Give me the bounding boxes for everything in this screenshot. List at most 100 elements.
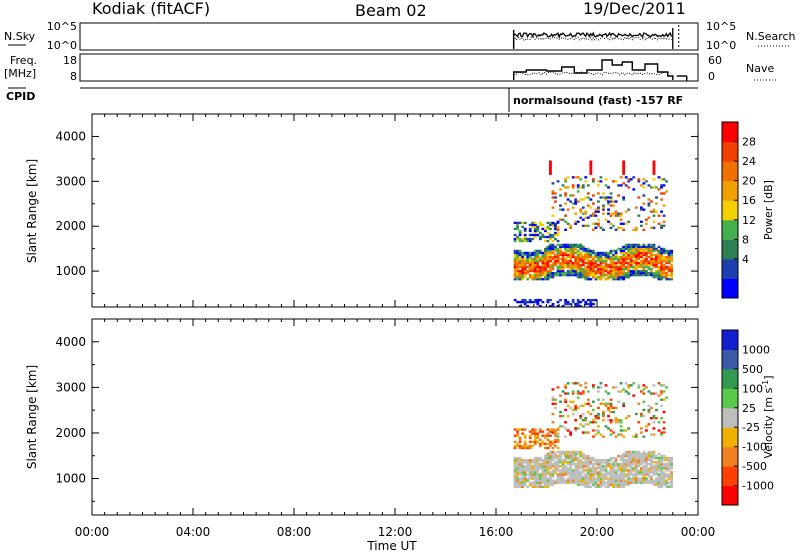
velocity-cell (586, 473, 590, 476)
power-cell (538, 274, 542, 277)
velocity-cell (576, 460, 580, 464)
power-cell (564, 245, 567, 249)
velocity-cell (516, 444, 520, 448)
power-cell (614, 228, 618, 231)
velocity-cell (634, 471, 638, 474)
velocity-cell (599, 475, 603, 478)
power-cell (533, 267, 537, 271)
velocity-cell (574, 406, 578, 410)
power-cell (556, 231, 560, 235)
power-cell (629, 257, 633, 261)
power-cell (632, 269, 636, 273)
velocity-cell (551, 440, 555, 444)
power-cell (639, 253, 643, 257)
velocity-cell (536, 469, 540, 472)
power-cell (629, 261, 633, 265)
velocity-cell (564, 458, 567, 462)
power-cell (617, 276, 621, 279)
velocity-cell (612, 485, 615, 488)
cpid-row: CPID normalsound (fast) -157 RF (6, 87, 698, 112)
power-cell (642, 269, 646, 273)
power-cell (531, 259, 535, 263)
velocity-cell (642, 471, 646, 474)
velocity-cell (589, 404, 593, 408)
velocity-cell (655, 463, 658, 466)
power-cell (523, 271, 527, 275)
velocity-cell (660, 479, 663, 482)
velocity-cell (556, 433, 560, 436)
velocity-cell (543, 473, 547, 476)
velocity-cell (576, 390, 580, 393)
power-cell (564, 194, 567, 197)
velocity-cell (614, 469, 618, 472)
velocity-cell (569, 433, 573, 436)
power-cell (518, 304, 522, 308)
velocity-cell (516, 434, 520, 437)
velocity-cell (538, 483, 542, 486)
velocity-cell (551, 428, 555, 431)
power-cell (586, 269, 590, 273)
velocity-cell (637, 421, 641, 424)
power-cell (536, 302, 540, 306)
velocity-cell (589, 458, 593, 462)
power-cell (639, 259, 643, 263)
velocity-cell (652, 450, 656, 454)
power-cell (538, 278, 542, 281)
power-cell (657, 253, 661, 257)
power-cell (655, 265, 658, 269)
power-cell (586, 263, 590, 267)
power-cell (589, 166, 593, 169)
velocity-cell (549, 481, 552, 484)
power-cell (599, 176, 603, 179)
velocity-cell (586, 390, 590, 393)
velocity-cell (584, 458, 588, 462)
velocity-cell (597, 477, 600, 480)
velocity-cell (516, 471, 520, 474)
velocity-cell (586, 410, 590, 414)
power-cell (549, 259, 552, 263)
velocity-cell (652, 479, 656, 482)
velocity-cell (584, 386, 588, 389)
velocity-cell (657, 463, 661, 466)
noise-right-tick-top: 10^5 (706, 20, 736, 33)
velocity-cell (594, 433, 598, 436)
velocity-cell (632, 481, 636, 484)
velocity-cell (586, 471, 590, 474)
power-cell (667, 265, 671, 269)
velocity-cell (569, 460, 573, 464)
power-cell (518, 251, 522, 255)
velocity-cell (642, 479, 646, 482)
velocity-cell (609, 481, 613, 484)
power-cell (546, 221, 550, 225)
velocity-cell (650, 475, 653, 478)
velocity-cell (538, 479, 542, 482)
power-cell (574, 267, 578, 271)
velocity-colorbar-tick-label: -100 (742, 441, 767, 454)
velocity-cell (652, 414, 656, 418)
power-cell (541, 263, 545, 267)
power-cell (556, 226, 560, 229)
velocity-cell (561, 473, 565, 476)
power-cell (564, 180, 567, 183)
velocity-cell (652, 421, 656, 424)
power-colorbar-segment (722, 200, 738, 221)
power-cell (662, 184, 666, 187)
velocity-cell (531, 440, 535, 444)
velocity-cell (574, 481, 578, 484)
velocity-cell (634, 450, 638, 454)
velocity-cell (554, 398, 557, 401)
power-cell (536, 257, 540, 261)
velocity-cell (609, 458, 613, 462)
velocity-cell (574, 456, 578, 460)
velocity-cell (518, 428, 522, 431)
power-cell (665, 276, 668, 279)
power-cell (574, 202, 578, 205)
power-cell (655, 202, 658, 205)
power-cell (602, 253, 605, 257)
velocity-cell (546, 485, 550, 488)
power-cell (665, 259, 668, 263)
noise-left-label: N.Sky (4, 30, 36, 43)
velocity-cell (551, 442, 555, 446)
velocity-cell (634, 452, 638, 456)
power-cell (597, 276, 600, 279)
